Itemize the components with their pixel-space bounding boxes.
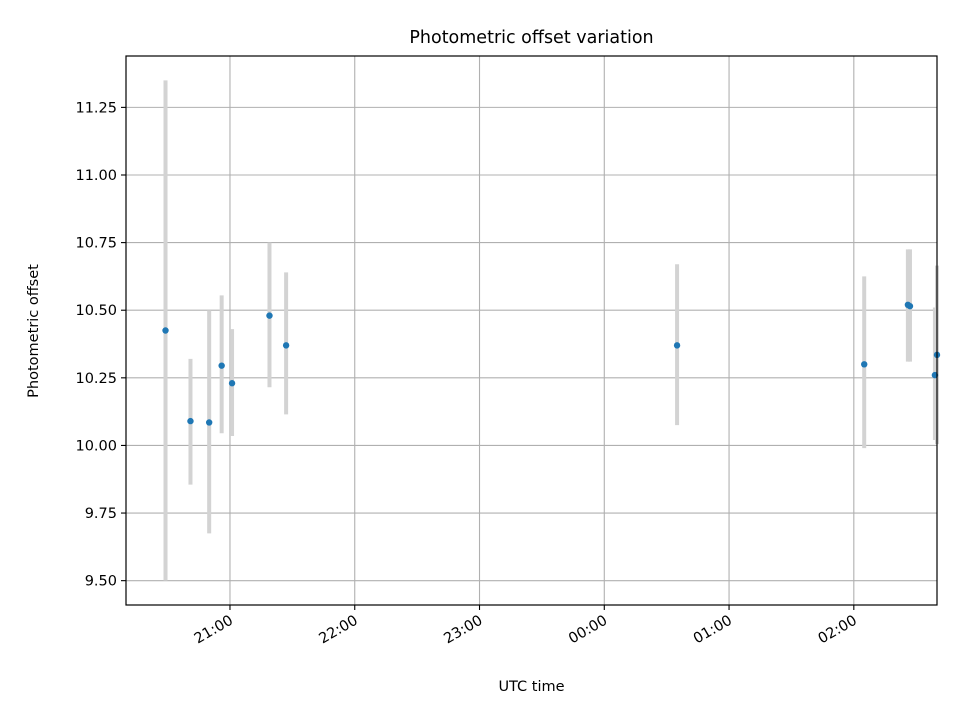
chart-title: Photometric offset variation [409, 28, 653, 48]
y-tick-label: 11.00 [75, 168, 117, 184]
data-point [187, 417, 194, 425]
y-tick-label: 9.50 [85, 574, 117, 590]
data-point [162, 327, 169, 334]
data-point [228, 380, 236, 387]
y-axis-ticks: 9.50 9.75 10.00 10.25 10.50 10.75 11.00 11.25 [75, 100, 126, 590]
y-tick-label: 9.75 [85, 506, 117, 522]
grid-lines [126, 56, 937, 605]
data-point [266, 312, 273, 319]
plot-area [126, 56, 937, 605]
data-point [673, 342, 681, 349]
y-tick-label: 11.25 [75, 100, 117, 116]
y-axis-label: Photometric offset [26, 264, 42, 398]
data-points [162, 301, 941, 426]
y-tick-label: 10.00 [75, 438, 117, 454]
data-point [861, 361, 868, 368]
data-point [205, 419, 213, 426]
y-tick-label: 10.25 [75, 371, 117, 387]
plot-frame [125, 55, 938, 606]
data-point [906, 302, 914, 310]
y-tick-label: 10.50 [75, 303, 117, 319]
y-tick-label: 10.75 [75, 236, 117, 252]
data-point [282, 342, 290, 349]
data-point [218, 362, 225, 369]
x-axis-label: UTC time [498, 679, 564, 695]
